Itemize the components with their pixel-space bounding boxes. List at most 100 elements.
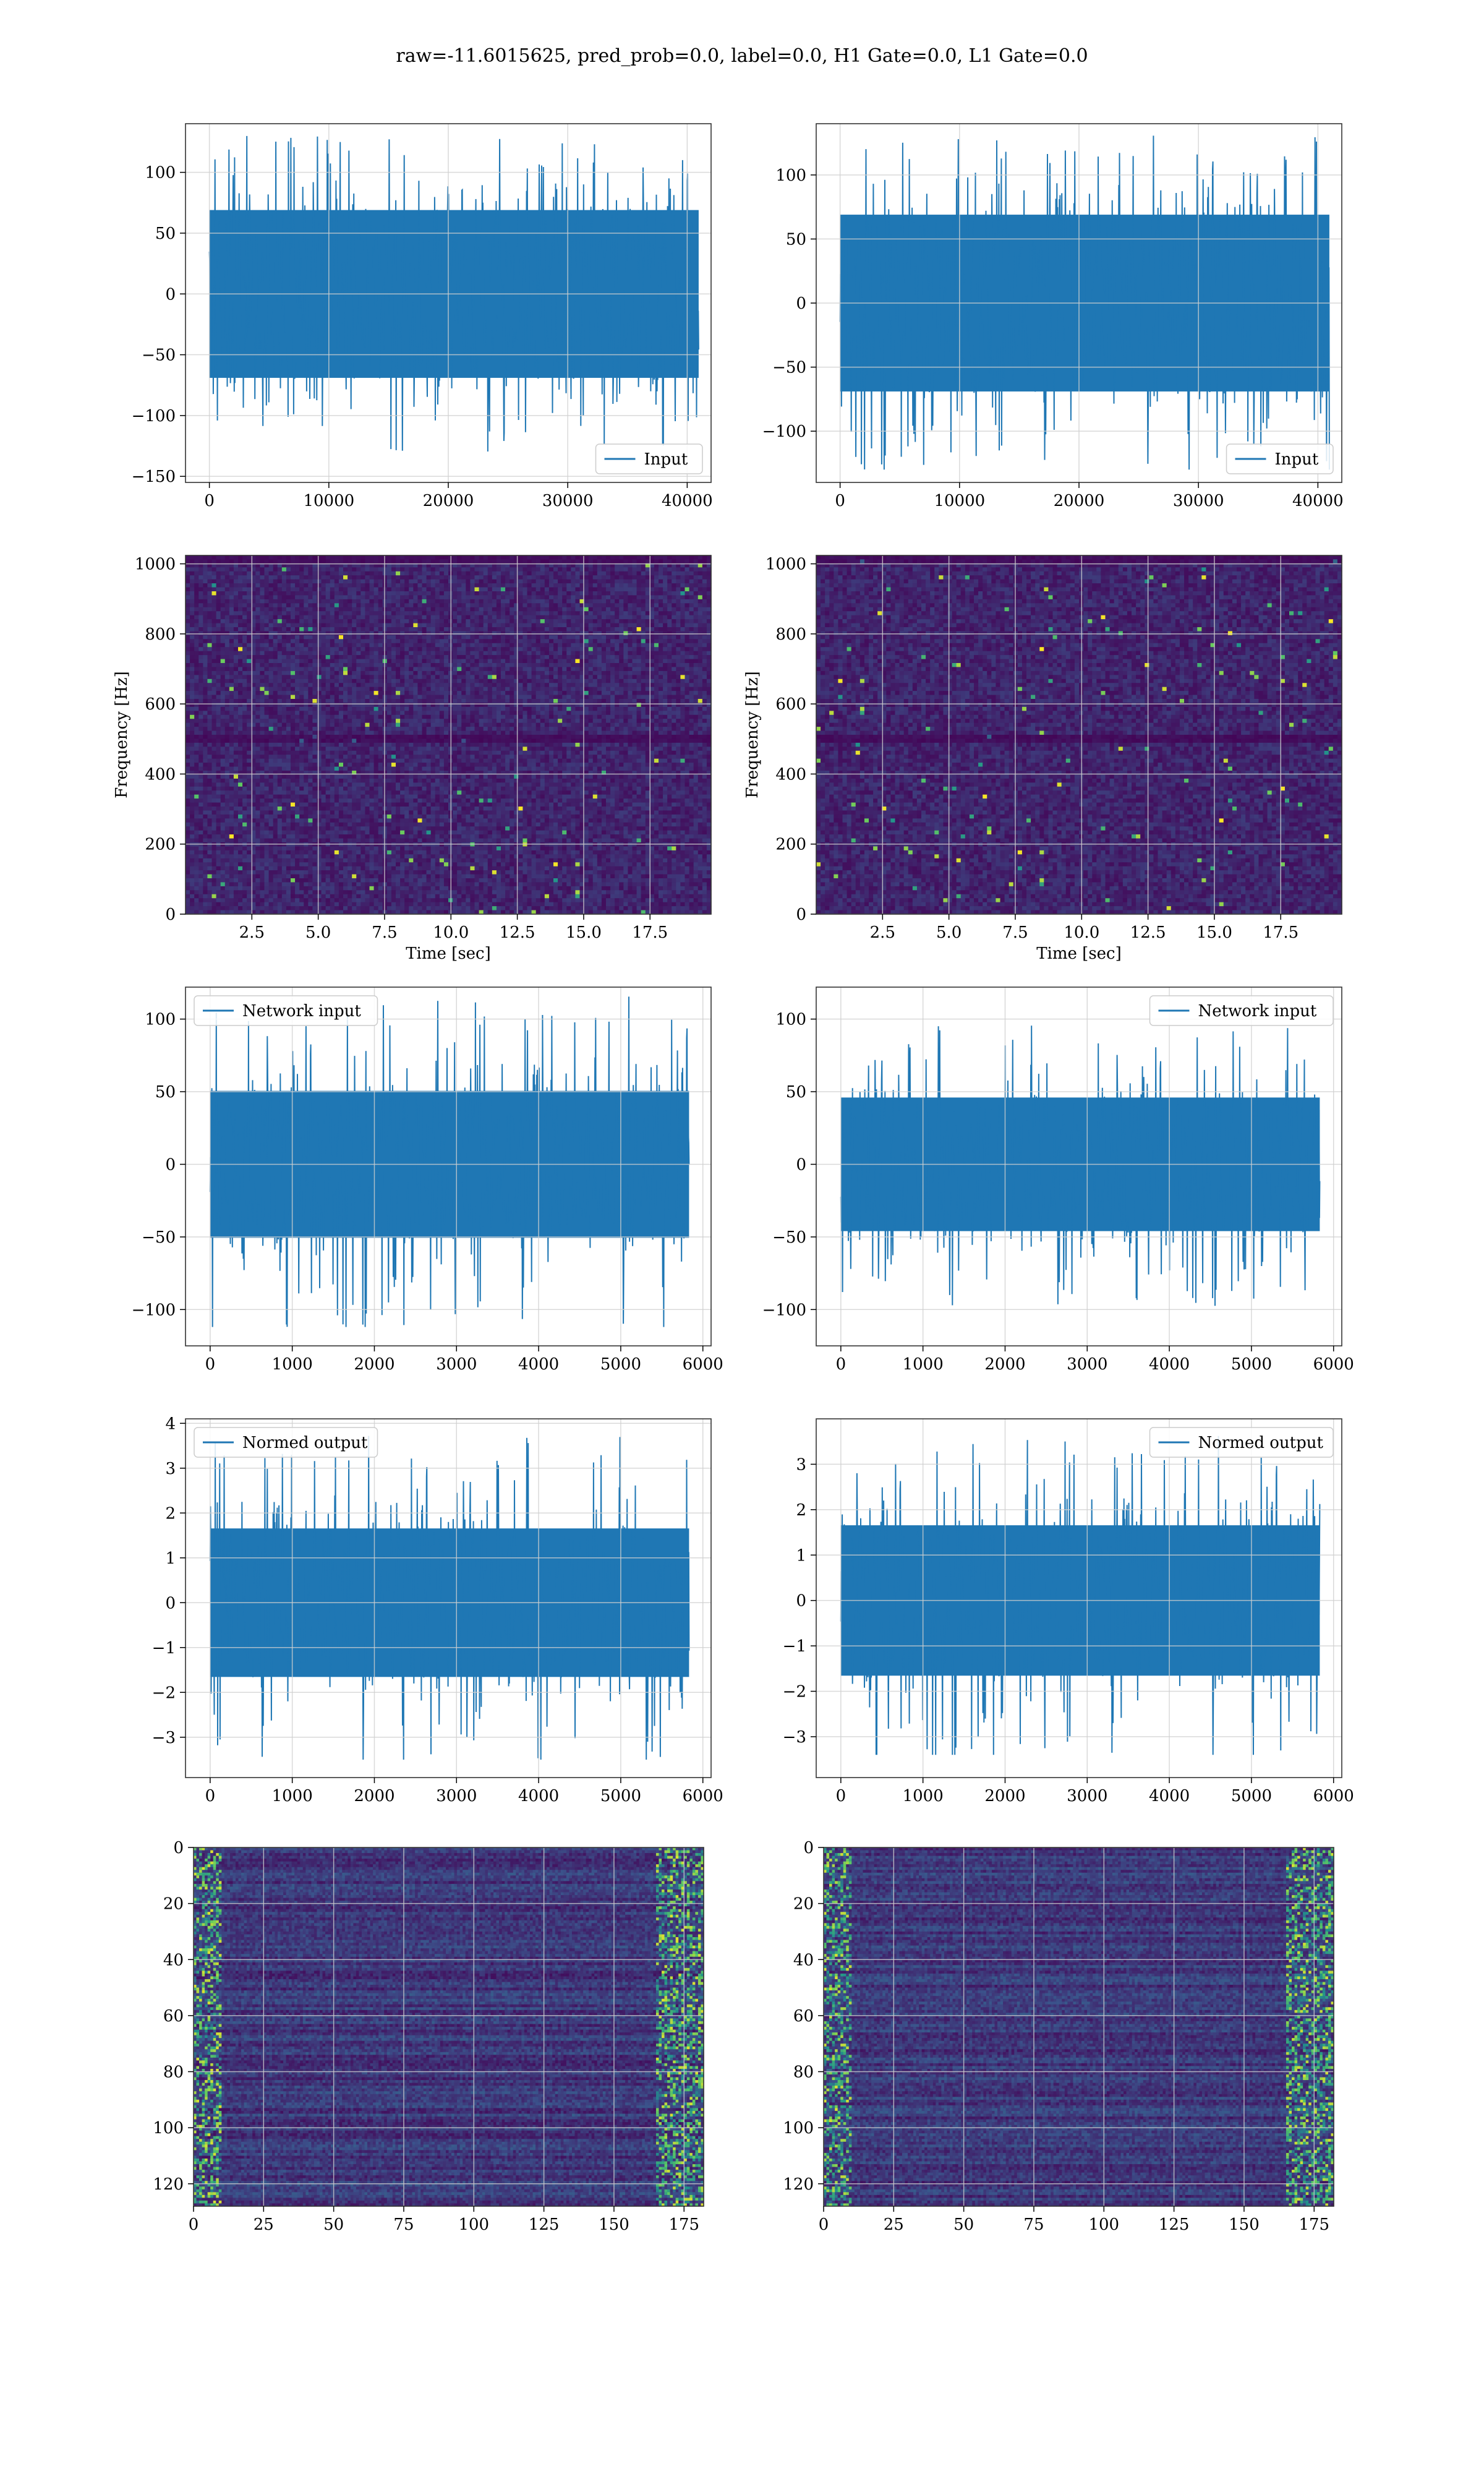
heat-cell <box>255 571 260 576</box>
heat-cell <box>514 559 519 563</box>
heat-cell <box>400 591 405 596</box>
heat-cell <box>457 615 462 620</box>
heat-cell <box>536 583 541 588</box>
heat-cell <box>453 571 458 576</box>
heat-cell <box>527 603 532 607</box>
heat-cell <box>286 571 291 576</box>
heat-cell <box>190 567 195 571</box>
heat-cell <box>269 567 274 571</box>
heat-cell <box>400 555 405 560</box>
heat-cell <box>352 588 357 592</box>
heat-cell <box>374 603 379 607</box>
heat-cell <box>186 571 190 576</box>
heat-cell <box>343 611 348 615</box>
heat-cell <box>356 607 361 612</box>
heat-cell <box>698 567 703 571</box>
heat-cell <box>269 599 274 604</box>
heat-cell <box>304 580 309 584</box>
heat-cell <box>492 615 497 620</box>
heat-cell <box>186 591 190 596</box>
heat-cell <box>488 583 493 588</box>
heat-cell <box>435 603 440 607</box>
heat-cell <box>505 595 510 599</box>
heat-cell <box>619 580 624 584</box>
heat-cell <box>352 555 357 560</box>
heat-cell <box>488 575 493 580</box>
heat-cell <box>304 591 309 596</box>
heat-cell <box>291 575 296 580</box>
heat-cell <box>343 583 348 588</box>
heat-cell <box>659 607 663 612</box>
heat-cell <box>637 580 642 584</box>
heat-cell <box>694 607 699 612</box>
heat-cell <box>422 607 427 612</box>
heat-cell <box>589 580 594 584</box>
heat-cell <box>663 595 668 599</box>
heat-cell <box>322 591 326 596</box>
heat-cell <box>562 591 567 596</box>
heat-cell <box>282 571 287 576</box>
heat-cell <box>378 575 383 580</box>
heat-cell <box>532 555 537 560</box>
heat-cell <box>278 607 283 612</box>
heat-cell <box>461 595 466 599</box>
heat-cell <box>278 583 283 588</box>
heat-cell <box>610 555 615 560</box>
heat-cell <box>221 615 226 620</box>
heat-cell <box>265 555 270 560</box>
heat-cell <box>676 603 681 607</box>
heat-cell <box>326 603 331 607</box>
heat-cell <box>404 583 409 588</box>
heat-cell <box>343 559 348 563</box>
heat-cell <box>194 583 199 588</box>
heat-cell <box>370 571 375 576</box>
heat-cell <box>291 591 296 596</box>
heat-cell <box>479 615 484 620</box>
heat-cell <box>505 575 510 580</box>
heat-cell <box>685 607 690 612</box>
heat-cell <box>339 611 344 615</box>
heat-cell <box>593 575 598 580</box>
heat-cell <box>549 571 554 576</box>
heat-cell <box>680 599 685 604</box>
heat-cell <box>558 611 563 615</box>
heat-cell <box>571 567 576 571</box>
x-tick-label: 40000 <box>662 492 713 510</box>
heat-cell <box>698 575 703 580</box>
heat-cell <box>566 571 571 576</box>
heat-cell <box>356 555 361 560</box>
heat-cell <box>522 580 527 584</box>
heat-cell <box>571 583 576 588</box>
heat-cell <box>633 575 638 580</box>
heat-cell <box>628 555 633 560</box>
heat-cell <box>633 559 638 563</box>
heat-cell <box>413 580 418 584</box>
heat-cell <box>255 599 260 604</box>
x-tick-label: 20000 <box>423 492 474 510</box>
heat-cell <box>475 588 480 592</box>
heat-cell <box>497 615 501 620</box>
heat-cell <box>492 595 497 599</box>
heat-cell <box>413 567 418 571</box>
heat-cell <box>186 615 190 620</box>
heat-cell <box>637 603 642 607</box>
heat-cell <box>685 611 690 615</box>
heat-cell <box>532 603 537 607</box>
heat-cell <box>304 603 309 607</box>
heat-cell <box>431 591 436 596</box>
heat-cell <box>365 583 370 588</box>
heat-cell <box>282 607 287 612</box>
heat-cell <box>348 603 352 607</box>
heat-cell <box>255 559 260 563</box>
heat-cell <box>685 595 690 599</box>
heat-cell <box>203 567 208 571</box>
x-tick-label: 40000 <box>1292 492 1344 510</box>
heat-cell <box>479 599 484 604</box>
heat-cell <box>312 575 317 580</box>
heat-cell <box>387 599 392 604</box>
heat-cell <box>378 588 383 592</box>
heat-cell <box>637 591 642 596</box>
heat-cell <box>689 607 694 612</box>
heat-cell <box>203 588 208 592</box>
heat-cell <box>431 595 436 599</box>
